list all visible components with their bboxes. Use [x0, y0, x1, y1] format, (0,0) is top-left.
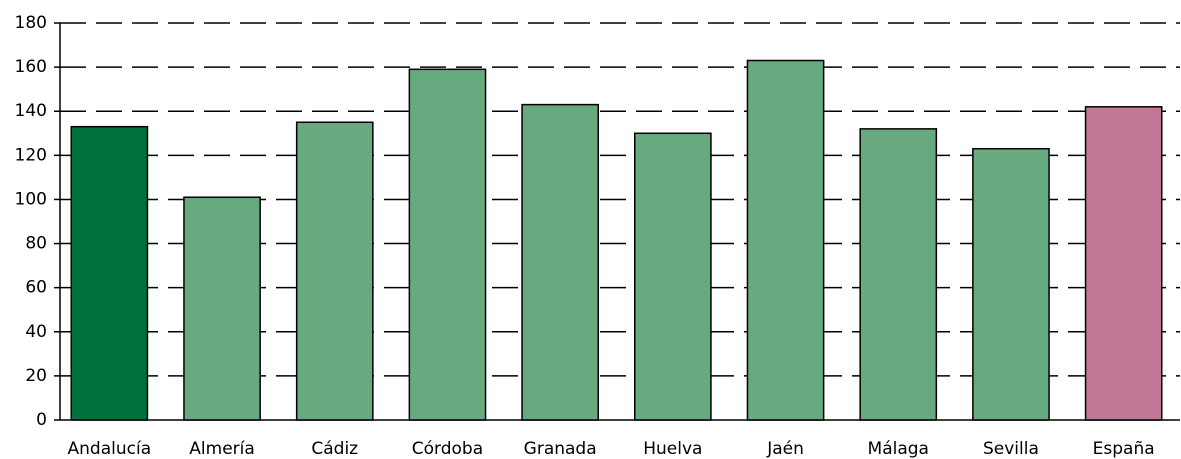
bar — [859, 128, 938, 421]
x-tick-label: Andalucía — [68, 439, 152, 459]
x-tick-label: Sevilla — [983, 439, 1039, 459]
bar — [183, 196, 261, 421]
bar — [521, 103, 599, 421]
bar — [1084, 106, 1163, 421]
x-tick-label: Almería — [189, 439, 255, 459]
bar — [746, 59, 825, 421]
bar — [408, 68, 487, 421]
bar — [972, 147, 1050, 421]
y-tick-label: 40 — [25, 322, 47, 342]
x-tick-label: Jaén — [766, 439, 804, 459]
x-tick-label: Málaga — [868, 439, 929, 459]
bar — [634, 132, 712, 421]
y-tick-label: 20 — [25, 366, 47, 386]
y-tick-label: 120 — [15, 145, 47, 165]
x-tick-label: Granada — [524, 439, 597, 459]
x-tick-label: Cádiz — [311, 439, 358, 459]
bar — [295, 121, 374, 421]
y-tick-label: 60 — [25, 278, 47, 298]
y-tick-label: 80 — [25, 234, 47, 254]
y-tick-label: 180 — [15, 13, 47, 33]
bar — [70, 125, 149, 421]
y-tick-label: 0 — [36, 410, 47, 430]
y-tick-label: 100 — [15, 189, 47, 209]
x-tick-label: Córdoba — [412, 439, 483, 459]
x-tick-label: Huelva — [643, 439, 702, 459]
x-tick-label: España — [1093, 439, 1155, 459]
y-tick-label: 140 — [15, 101, 47, 121]
y-tick-label: 160 — [15, 57, 47, 77]
